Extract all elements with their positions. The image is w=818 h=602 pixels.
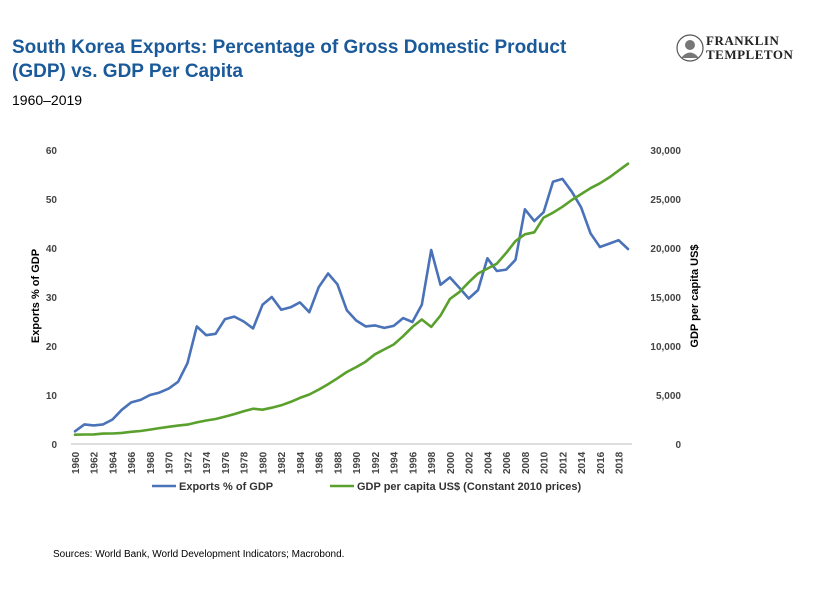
right-tick-label: 30,000 (650, 146, 681, 157)
left-tick-label: 50 (46, 195, 58, 206)
x-tick-label: 1998 (427, 451, 438, 474)
left-tick-label: 0 (51, 440, 57, 451)
x-tick-label: 2014 (577, 451, 588, 474)
portrait-seal-icon (676, 34, 704, 62)
x-tick-label: 2018 (615, 451, 626, 474)
left-tick-label: 20 (46, 342, 58, 353)
source-note: Sources: World Bank, World Development I… (53, 549, 345, 560)
x-tick-label: 1968 (146, 451, 157, 474)
x-tick-label: 1964 (108, 451, 119, 474)
x-tick-label: 1986 (315, 451, 326, 474)
x-tick-label: 1966 (127, 451, 138, 474)
x-tick-label: 2002 (465, 451, 476, 474)
x-tick-label: 1982 (277, 451, 288, 474)
company-logo: FRANKLIN TEMPLETON (676, 34, 806, 64)
x-tick-label: 1976 (221, 451, 232, 474)
x-tick-label: 1996 (408, 451, 419, 474)
x-tick-label: 2006 (502, 451, 513, 474)
x-tick-label: 1962 (90, 451, 101, 474)
chart-title: South Korea Exports: Percentage of Gross… (12, 37, 567, 82)
x-tick-label: 1972 (183, 451, 194, 474)
chart-subtitle: 1960–2019 (12, 92, 83, 108)
right-tick-label: 20,000 (650, 244, 681, 255)
logo-line-2: TEMPLETON (706, 47, 794, 62)
left-tick-label: 60 (46, 146, 58, 157)
x-tick-label: 2010 (540, 451, 551, 474)
logo-wordmark: FRANKLIN TEMPLETON (706, 34, 793, 62)
x-tick-label: 2008 (521, 451, 532, 474)
right-tick-label: 5,000 (656, 391, 681, 402)
gdp-series-line (73, 162, 630, 437)
x-tick-label: 1974 (202, 451, 213, 474)
right-tick-label: 10,000 (650, 342, 681, 353)
x-tick-label: 1988 (333, 451, 344, 474)
left-tick-label: 30 (46, 293, 58, 304)
left-tick-label: 10 (46, 391, 58, 402)
x-tick-label: 1978 (240, 451, 251, 474)
x-tick-label: 1990 (352, 451, 363, 474)
right-tick-label: 15,000 (650, 293, 681, 304)
right-tick-label: 25,000 (650, 195, 681, 206)
left-y-axis: 0 10 20 30 40 50 60 (46, 146, 58, 451)
right-y-axis: 0 5,000 10,000 15,000 20,000 25,000 30,000 (650, 146, 681, 451)
x-tick-label: 1970 (165, 451, 176, 474)
right-tick-label: 0 (675, 440, 681, 451)
x-tick-label: 1960 (71, 451, 82, 474)
logo-line-1: FRANKLIN (706, 33, 780, 48)
legend-label-exports: Exports % of GDP (179, 481, 273, 493)
x-tick-label: 2016 (596, 451, 607, 474)
x-axis: 1960 1962 1964 1966 1968 1970 1972 1974 1976 1978… (71, 451, 626, 474)
series (73, 162, 630, 437)
legend: Exports % of GDP GDP per capita US$ (Con… (152, 481, 581, 493)
right-axis-label: GDP per capita US$ (689, 244, 701, 347)
legend-label-gdp: GDP per capita US$ (Constant 2010 prices… (357, 481, 581, 493)
x-tick-label: 1994 (390, 451, 401, 474)
left-axis-label: Exports % of GDP (30, 249, 42, 343)
x-tick-label: 2012 (558, 451, 569, 474)
x-tick-label: 1980 (258, 451, 269, 474)
x-tick-label: 2004 (483, 451, 494, 474)
left-tick-label: 40 (46, 244, 58, 255)
x-tick-label: 2000 (446, 451, 457, 474)
x-tick-label: 1992 (371, 451, 382, 474)
exports-series-line (73, 177, 630, 433)
x-tick-label: 1984 (296, 451, 307, 474)
